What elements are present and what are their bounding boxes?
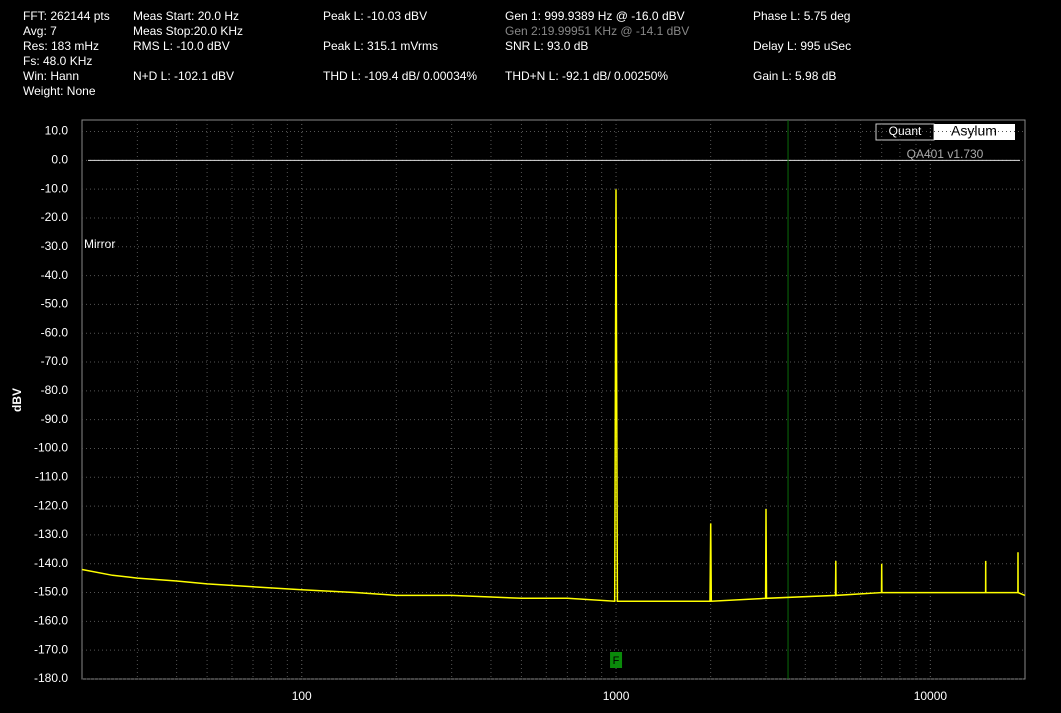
y-tick-label: -160.0	[34, 614, 68, 628]
y-tick-label: -50.0	[41, 297, 69, 311]
header-field: Fs: 48.0 KHz	[23, 54, 92, 68]
spectrum-line	[81, 189, 1026, 602]
y-tick-label: -40.0	[41, 268, 69, 282]
header-field: Gen 1: 999.9389 Hz @ -16.0 dBV	[505, 9, 685, 23]
header-field: Gen 2:19.99951 KHz @ -14.1 dBV	[505, 24, 689, 38]
x-tick-label: 10000	[914, 689, 948, 703]
header-field: N+D L: -102.1 dBV	[133, 69, 234, 83]
header-field: Gain L: 5.98 dB	[753, 69, 836, 83]
y-axis-label: dBV	[10, 388, 24, 412]
header-field: Meas Stop:20.0 KHz	[133, 24, 243, 38]
logo-text: Asylum	[951, 123, 997, 139]
header-field: FFT: 262144 pts	[23, 9, 110, 23]
header-field: SNR L: 93.0 dB	[505, 39, 588, 53]
header-field: Res: 183 mHz	[23, 39, 99, 53]
y-tick-label: -130.0	[34, 527, 68, 541]
header-field: Peak L: 315.1 mVrms	[323, 39, 438, 53]
logo-text: Quant	[889, 124, 922, 138]
header-field: Avg: 7	[23, 24, 57, 38]
y-tick-label: -170.0	[34, 642, 68, 656]
y-tick-label: 0.0	[51, 153, 68, 167]
y-tick-label: -10.0	[41, 181, 69, 195]
header-field: Weight: None	[23, 84, 96, 98]
y-tick-label: -70.0	[41, 354, 69, 368]
header-field: THD L: -109.4 dB/ 0.00034%	[323, 69, 477, 83]
annotation: Mirror	[84, 237, 115, 251]
y-tick-label: -110.0	[35, 469, 68, 483]
header-field: Peak L: -10.03 dBV	[323, 9, 427, 23]
y-tick-label: -180.0	[34, 671, 68, 685]
x-tick-label: 1000	[603, 689, 630, 703]
x-tick-label: 100	[292, 689, 312, 703]
y-tick-label: 10.0	[45, 124, 69, 138]
y-tick-label: -90.0	[41, 412, 69, 426]
y-tick-label: -150.0	[34, 585, 68, 599]
header-field: THD+N L: -92.1 dB/ 0.00250%	[505, 69, 668, 83]
y-tick-label: -120.0	[34, 498, 68, 512]
y-tick-label: -100.0	[34, 441, 68, 455]
y-tick-label: -140.0	[34, 556, 68, 570]
header-field: Phase L: 5.75 deg	[753, 9, 850, 23]
header-field: Delay L: 995 uSec	[753, 39, 851, 53]
y-tick-label: -30.0	[41, 239, 69, 253]
marker-box	[610, 652, 623, 668]
header-field: Win: Hann	[23, 69, 79, 83]
y-tick-label: -80.0	[41, 383, 69, 397]
y-tick-label: -60.0	[41, 325, 69, 339]
marker-label: F	[613, 655, 620, 667]
plot-frame	[81, 119, 1026, 680]
header-field: RMS L: -10.0 dBV	[133, 39, 230, 53]
y-tick-label: -20.0	[41, 210, 69, 224]
header-field: Meas Start: 20.0 Hz	[133, 9, 239, 23]
version: QA401 v1.730	[907, 147, 984, 161]
